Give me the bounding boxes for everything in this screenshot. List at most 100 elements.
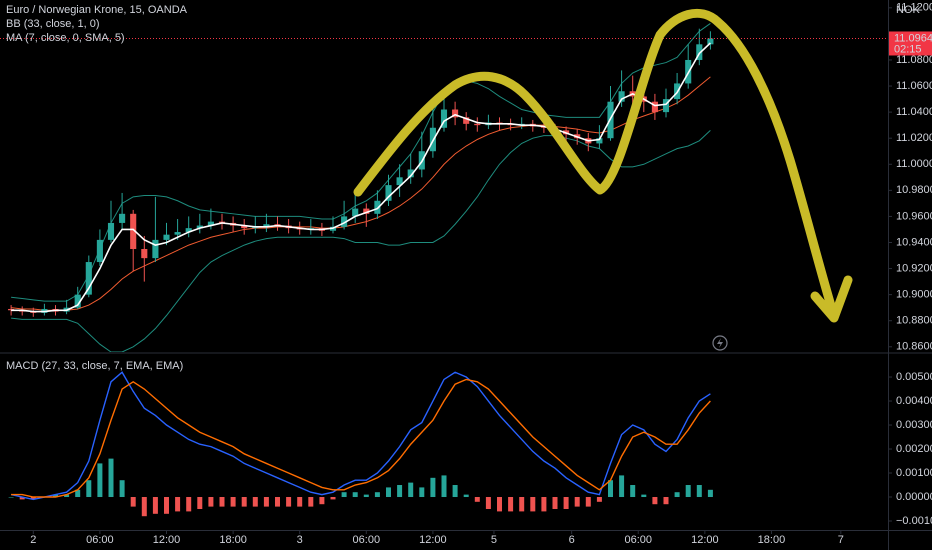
histogram-bar [297,497,303,507]
histogram-bar [674,492,680,498]
histogram-bar [707,489,713,498]
x-tick-label: 12:00 [419,534,447,546]
candle-body [474,123,481,126]
histogram-bar [430,477,436,498]
histogram-bar [374,492,380,498]
histogram-bar [497,497,502,512]
x-tick-label: 12:00 [153,534,181,546]
countdown-label: 02:15 [894,43,922,55]
histogram-bar [397,485,403,498]
bb-basis [11,76,711,311]
histogram-bar [263,497,269,507]
histogram-bar [97,463,103,498]
histogram-bar [64,494,70,498]
x-tick-label: 12:00 [691,534,719,546]
candle-body [385,185,392,201]
histogram-bar [197,497,203,510]
histogram-bar [75,489,81,498]
x-tick-label: 06:00 [353,534,381,546]
histogram-bar [341,492,347,498]
candle-body [374,200,381,214]
signal-line [11,378,711,498]
candle-body [85,262,92,295]
histogram-bar [585,497,591,507]
histogram-bar [53,494,58,498]
x-tick-label: 06:00 [624,534,652,546]
last-price-box [889,31,932,56]
bb-lower [11,130,711,352]
histogram-bar [241,497,247,507]
histogram-bar [508,497,514,512]
x-tick-label: 7 [838,534,844,546]
candle-body [596,138,603,144]
histogram-bar [641,494,647,498]
macd-pane [8,371,713,517]
candle-body [241,225,248,229]
y-tick-label: 11.06000 [896,80,932,92]
candle-body [352,208,359,217]
candle-body [707,38,714,45]
candle-body [74,294,81,308]
x-tick-label: 2 [30,534,36,546]
histogram-bar [563,497,569,510]
candle-body [440,109,448,128]
histogram-bar [219,497,225,507]
candle-body [107,222,115,240]
x-tick-label: 06:00 [86,534,114,546]
histogram-bar [541,497,547,512]
histogram-bar [552,497,558,510]
candle-body [119,213,126,223]
histogram-bar [519,497,525,512]
histogram-bar [463,494,469,498]
histogram-bar [319,497,325,505]
histogram-bar [619,475,625,498]
x-tick-label: 5 [491,534,497,546]
y-tick-label: 0.00200 [896,443,932,455]
candle-body [341,216,348,227]
candle-body [174,232,181,235]
histogram-bar [685,485,691,498]
y-tick-label: 11.12000 [896,2,932,14]
legend-ma: MA (7, close, 0, SMA, 5) [6,32,125,44]
last-price-label: 11.09648 [894,32,932,44]
histogram-bar [308,497,314,507]
x-tick-label: 18:00 [758,534,786,546]
histogram-bar [275,497,280,507]
histogram-bar [596,497,602,502]
macd-line [10,371,711,501]
histogram-bar [86,480,92,498]
histogram-bar [363,494,369,498]
candle-body [141,249,148,259]
y-tick-label: 0.00100 [896,467,932,479]
legend-bb: BB (33, close, 1, 0) [6,18,100,30]
candle-body [152,239,159,259]
histogram-bar [663,497,669,505]
y-tick-label: 10.88000 [896,315,932,327]
histogram-bar [130,497,136,507]
x-tick-label: 3 [297,534,303,546]
histogram-bar [152,497,158,514]
histogram-bar [164,497,169,514]
candle-body [163,234,170,240]
candle-body [463,117,470,124]
candle-body [696,44,703,60]
histogram-bar [352,492,358,498]
y-tick-label: 0.00400 [896,395,932,407]
y-tick-label: 0.00000 [896,491,932,503]
histogram-bar [30,497,36,500]
candle-body [396,177,403,186]
candle-body [207,221,214,226]
y-tick-label: 10.86000 [896,341,932,353]
histogram-bar [119,480,125,498]
histogram-bar [286,497,292,507]
x-tick-label: 18:00 [219,534,247,546]
x-tick-label: 6 [569,534,575,546]
histogram-bar [252,497,258,507]
candle-body [452,109,459,118]
histogram-bar [608,480,613,498]
candle-body [618,91,625,102]
